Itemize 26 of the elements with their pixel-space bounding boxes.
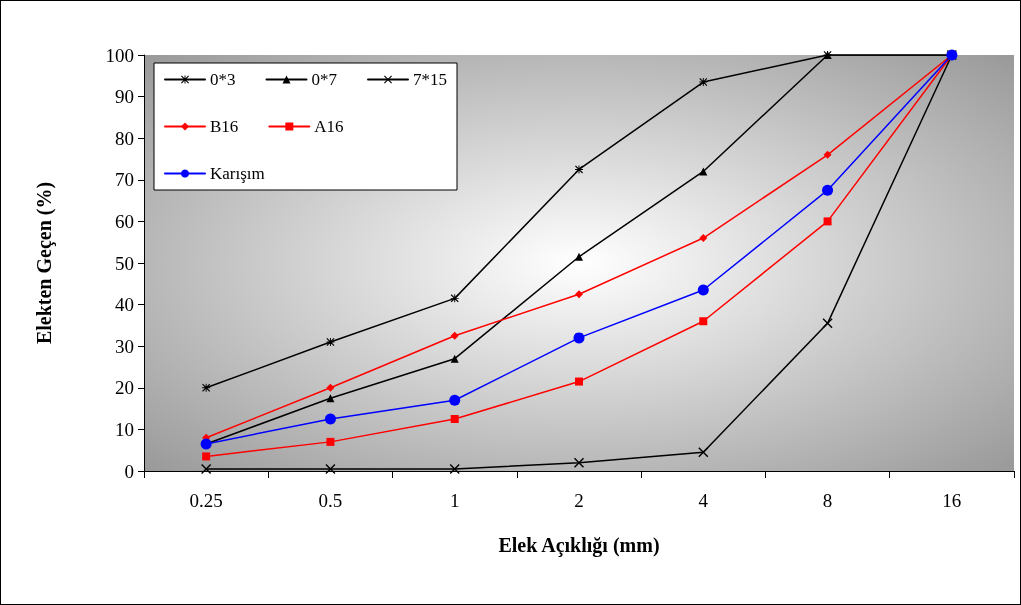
x-axis-title: Elek Açıklığı (mm)	[498, 534, 660, 557]
y-axis-title: Elekten Geçen (%)	[33, 181, 56, 345]
y-tick-label: 50	[115, 252, 134, 274]
x-tick-label: 16	[942, 490, 962, 511]
x-tick-label: 1	[449, 490, 460, 511]
legend-label: Karışım	[210, 164, 265, 183]
legend-label: A16	[314, 117, 344, 136]
y-tick-label: 10	[115, 418, 134, 440]
x-tick-label: 8	[822, 490, 833, 511]
y-tick-label: 20	[115, 377, 134, 399]
y-tick-label: 60	[115, 210, 134, 232]
y-tick-label: 100	[105, 44, 134, 66]
legend-label: 7*15	[413, 70, 447, 89]
x-tick-label: 0.5	[318, 490, 343, 511]
y-tick-label: 0	[124, 460, 134, 482]
y-tick-label: 80	[115, 127, 134, 149]
y-tick-label: 40	[115, 294, 134, 316]
x-tick-label: 0.25	[189, 490, 223, 511]
legend-label: 0*3	[210, 70, 236, 89]
legend-label: B16	[210, 117, 239, 136]
legend-label: 0*7	[311, 70, 338, 89]
y-tick-label: 30	[115, 335, 134, 357]
y-tick-label: 90	[115, 86, 134, 108]
x-tick-label: 2	[574, 490, 584, 511]
y-tick-label: 70	[115, 169, 134, 191]
x-tick-label: 4	[698, 490, 709, 511]
